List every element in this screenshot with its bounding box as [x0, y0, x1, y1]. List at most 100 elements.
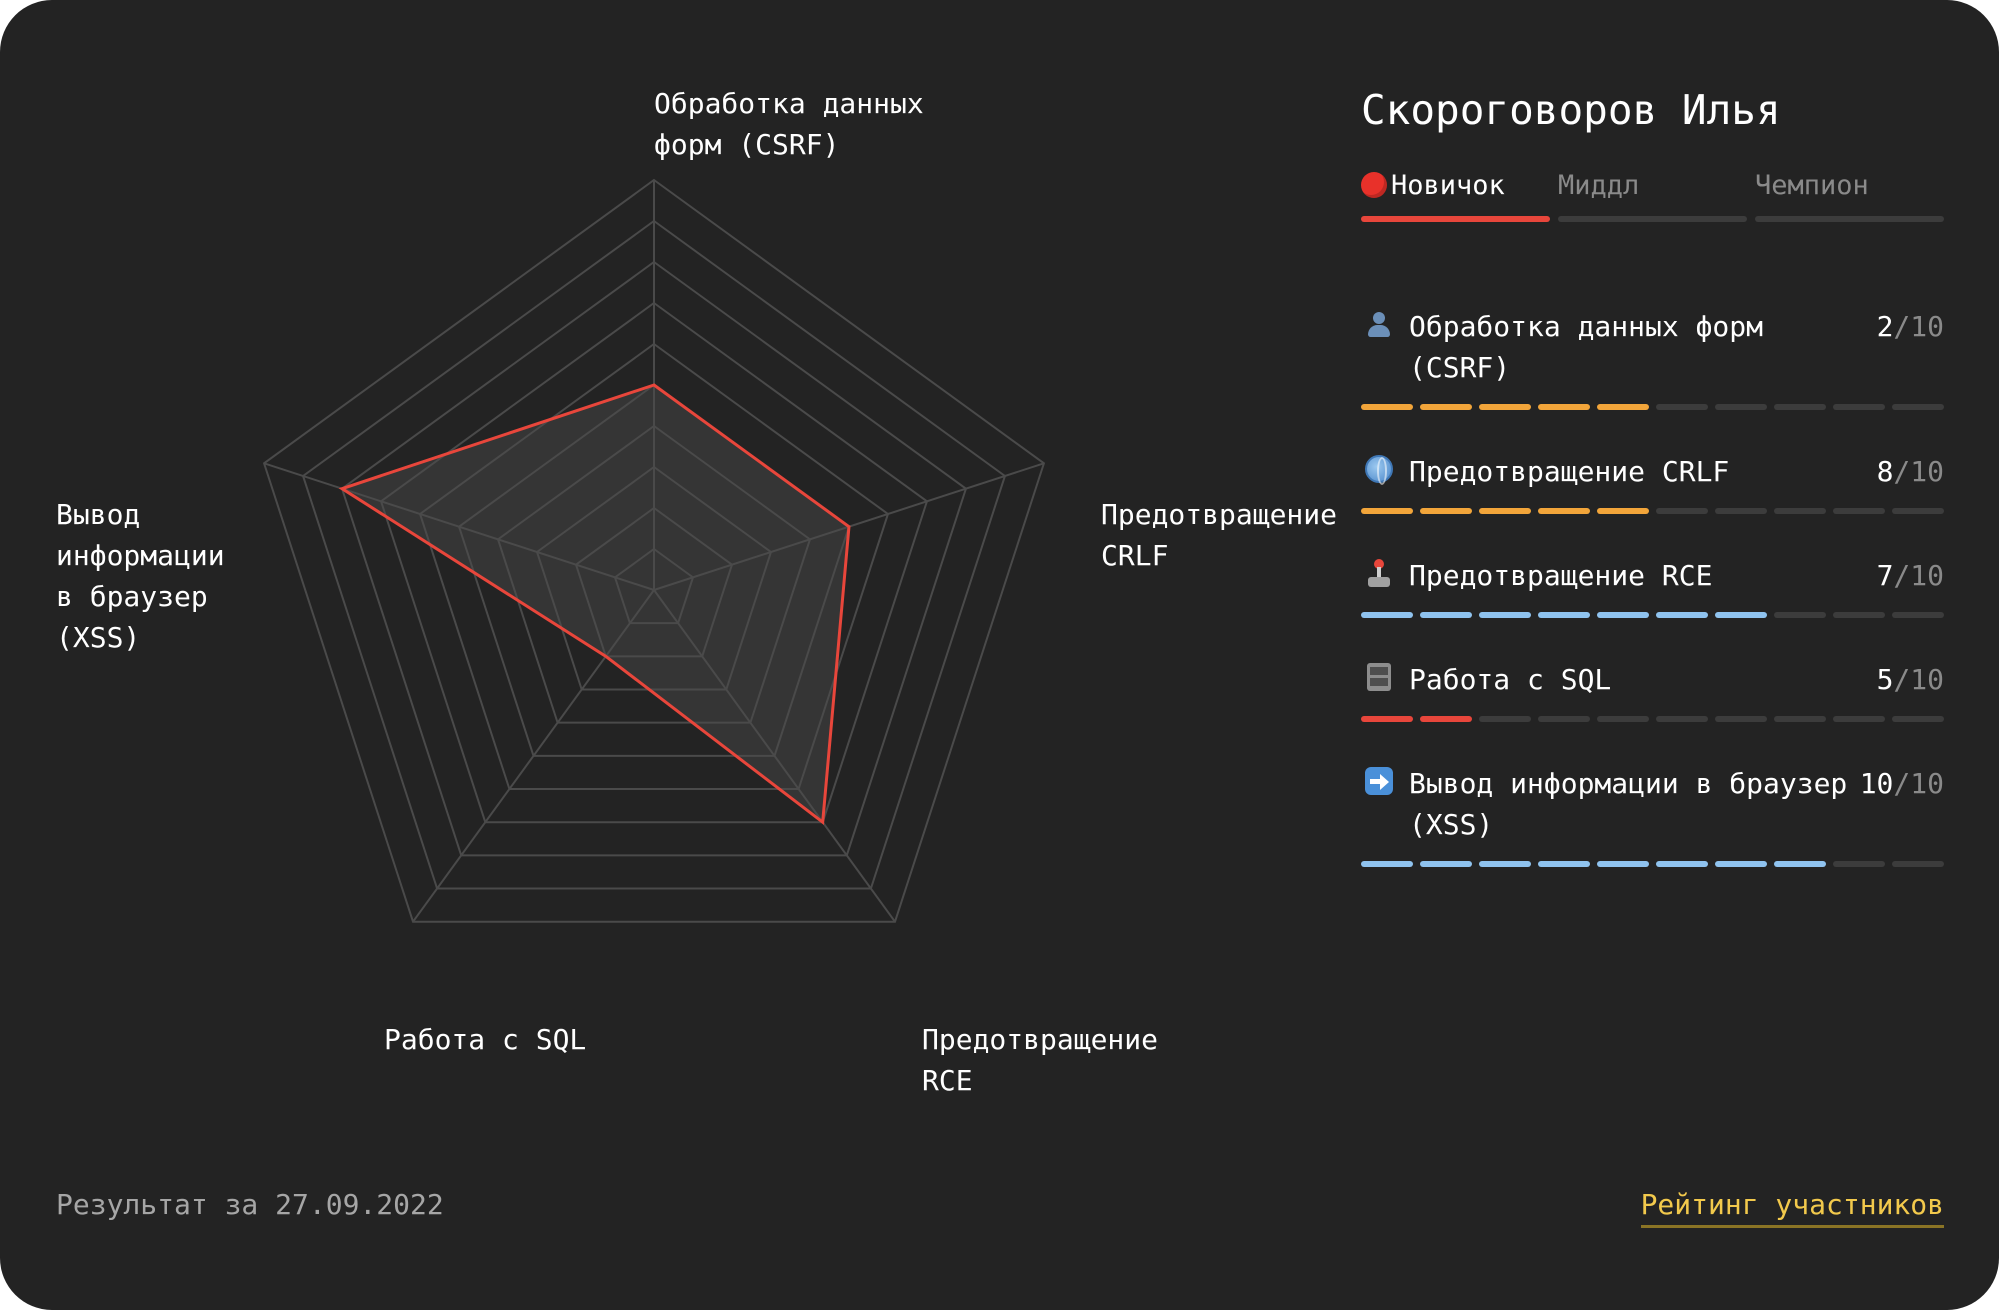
level-tab-novice[interactable]: Новичок	[1361, 168, 1550, 224]
result-date: Результат за 27.09.2022	[56, 1188, 444, 1221]
progress-segment	[1538, 716, 1590, 722]
skill-name: Обработка данных форм (CSRF)	[1409, 310, 1764, 384]
globe-icon	[1365, 455, 1393, 485]
skill-progress	[1361, 508, 1944, 514]
progress-segment	[1656, 861, 1708, 867]
radar-grid-ring	[496, 424, 812, 724]
radar-data-area	[342, 385, 849, 823]
level-tab-label: Новичок	[1391, 170, 1505, 201]
radar-grid-ring	[301, 219, 1007, 890]
level-bar	[1755, 216, 1944, 222]
progress-segment	[1656, 716, 1708, 722]
skill-progress	[1361, 612, 1944, 618]
progress-segment	[1361, 508, 1413, 514]
skill-score: 10/10	[1859, 767, 1944, 800]
user-name: Скороговоров Илья	[1361, 86, 1781, 134]
skill-score: 5/10	[1876, 663, 1944, 696]
progress-segment	[1538, 508, 1590, 514]
skill-score: 2/10	[1876, 310, 1944, 343]
progress-segment	[1715, 861, 1767, 867]
skill-progress	[1361, 404, 1944, 410]
progress-segment	[1479, 612, 1531, 618]
progress-segment	[1420, 404, 1472, 410]
skill-score: 7/10	[1876, 559, 1944, 592]
right-arrow-icon	[1365, 767, 1393, 795]
level-tab-middle[interactable]: Миддл	[1558, 168, 1747, 224]
radar-axis-label-xss: Вывод информации в браузер (XSS)	[56, 498, 225, 654]
skill-name: Предотвращение RCE	[1409, 559, 1713, 592]
progress-segment	[1715, 508, 1767, 514]
radar-axis-label-crlf: Предотвращение CRLF	[1101, 498, 1338, 572]
skill-progress	[1361, 716, 1944, 722]
progress-segment	[1833, 612, 1885, 618]
radar-grid-ring	[535, 465, 773, 691]
progress-segment	[1774, 404, 1826, 410]
progress-segment	[1715, 404, 1767, 410]
progress-segment	[1597, 716, 1649, 722]
progress-segment	[1597, 508, 1649, 514]
level-tab-champion[interactable]: Чемпион	[1755, 168, 1944, 224]
skill-score: 8/10	[1876, 455, 1944, 488]
progress-segment	[1538, 404, 1590, 410]
progress-segment	[1774, 716, 1826, 722]
progress-segment	[1715, 612, 1767, 618]
progress-segment	[1892, 612, 1944, 618]
radar-axis-label-rce: Предотвращение RCE	[922, 1023, 1159, 1097]
user-silhouette-icon	[1365, 310, 1393, 338]
skill-name: Вывод информации в браузер (XSS)	[1409, 767, 1848, 841]
radar-grid-ring	[340, 260, 968, 857]
progress-segment	[1479, 404, 1531, 410]
joystick-icon	[1365, 559, 1393, 589]
progress-segment	[1833, 508, 1885, 514]
radar-spoke	[263, 462, 655, 591]
level-bar	[1361, 216, 1550, 222]
progress-segment	[1656, 612, 1708, 618]
progress-segment	[1420, 861, 1472, 867]
participants-rating-link[interactable]: Рейтинг участников	[1640, 1188, 1944, 1228]
progress-segment	[1597, 404, 1649, 410]
radar-axis-label-sql: Работа с SQL	[384, 1023, 587, 1056]
progress-segment	[1892, 508, 1944, 514]
skills-radar-chart	[262, 178, 1046, 923]
skill-name: Работа с SQL	[1409, 663, 1612, 696]
progress-segment	[1892, 404, 1944, 410]
progress-segment	[1774, 612, 1826, 618]
level-bar	[1558, 216, 1747, 222]
progress-segment	[1420, 508, 1472, 514]
progress-segment	[1479, 508, 1531, 514]
radar-axis-label-csrf: Обработка данных форм (CSRF)	[654, 87, 924, 161]
level-tab-label: Миддл	[1558, 170, 1640, 201]
red-circle-icon	[1361, 172, 1387, 198]
progress-segment	[1479, 861, 1531, 867]
file-cabinet-icon	[1367, 663, 1391, 691]
skill-progress	[1361, 861, 1944, 867]
progress-segment	[1774, 861, 1826, 867]
progress-segment	[1656, 508, 1708, 514]
radar-grid-ring	[379, 301, 929, 824]
progress-segment	[1715, 716, 1767, 722]
radar-grid-ring	[574, 506, 734, 658]
progress-segment	[1361, 404, 1413, 410]
progress-segment	[1597, 861, 1649, 867]
progress-segment	[1833, 404, 1885, 410]
progress-segment	[1774, 508, 1826, 514]
progress-segment	[1361, 861, 1413, 867]
progress-segment	[1361, 612, 1413, 618]
radar-spoke	[412, 589, 655, 923]
radar-grid-ring	[613, 547, 695, 625]
progress-segment	[1420, 612, 1472, 618]
progress-segment	[1833, 716, 1885, 722]
radar-grid-ring	[418, 342, 890, 791]
progress-segment	[1538, 612, 1590, 618]
progress-segment	[1538, 861, 1590, 867]
progress-segment	[1656, 404, 1708, 410]
level-tabs: Новичок Миддл Чемпион	[1361, 168, 1944, 224]
progress-segment	[1420, 716, 1472, 722]
progress-segment	[1892, 861, 1944, 867]
radar-data-line	[338, 383, 851, 826]
skill-name: Предотвращение CRLF	[1409, 455, 1730, 488]
progress-segment	[1597, 612, 1649, 618]
progress-segment	[1479, 716, 1531, 722]
progress-segment	[1833, 861, 1885, 867]
